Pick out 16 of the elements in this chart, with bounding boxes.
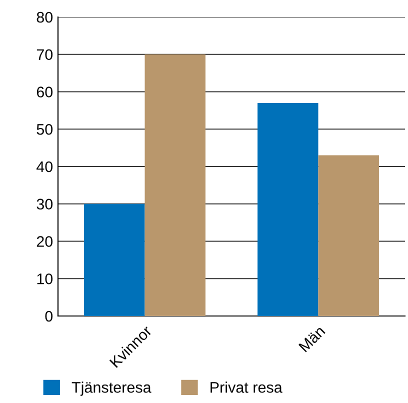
- y-tick-label: 50: [36, 124, 53, 135]
- y-tick-label: 0: [45, 310, 53, 322]
- y-tick-label: 20: [36, 236, 53, 247]
- bar: [318, 155, 379, 316]
- legend-label: Privat resa: [210, 382, 282, 393]
- y-tick-label: 30: [36, 198, 53, 210]
- y-tick-label: 70: [36, 49, 53, 60]
- y-tick-label: 60: [36, 86, 53, 98]
- y-tick-label: 40: [36, 161, 53, 172]
- bar: [84, 204, 145, 316]
- y-tick-label: 10: [37, 273, 53, 284]
- y-tick-label: 80: [36, 12, 53, 23]
- legend-label: Tjänsteresa: [72, 382, 152, 396]
- bar: [258, 102, 318, 316]
- x-tick-label: Män: [298, 325, 326, 352]
- bar: [144, 54, 206, 316]
